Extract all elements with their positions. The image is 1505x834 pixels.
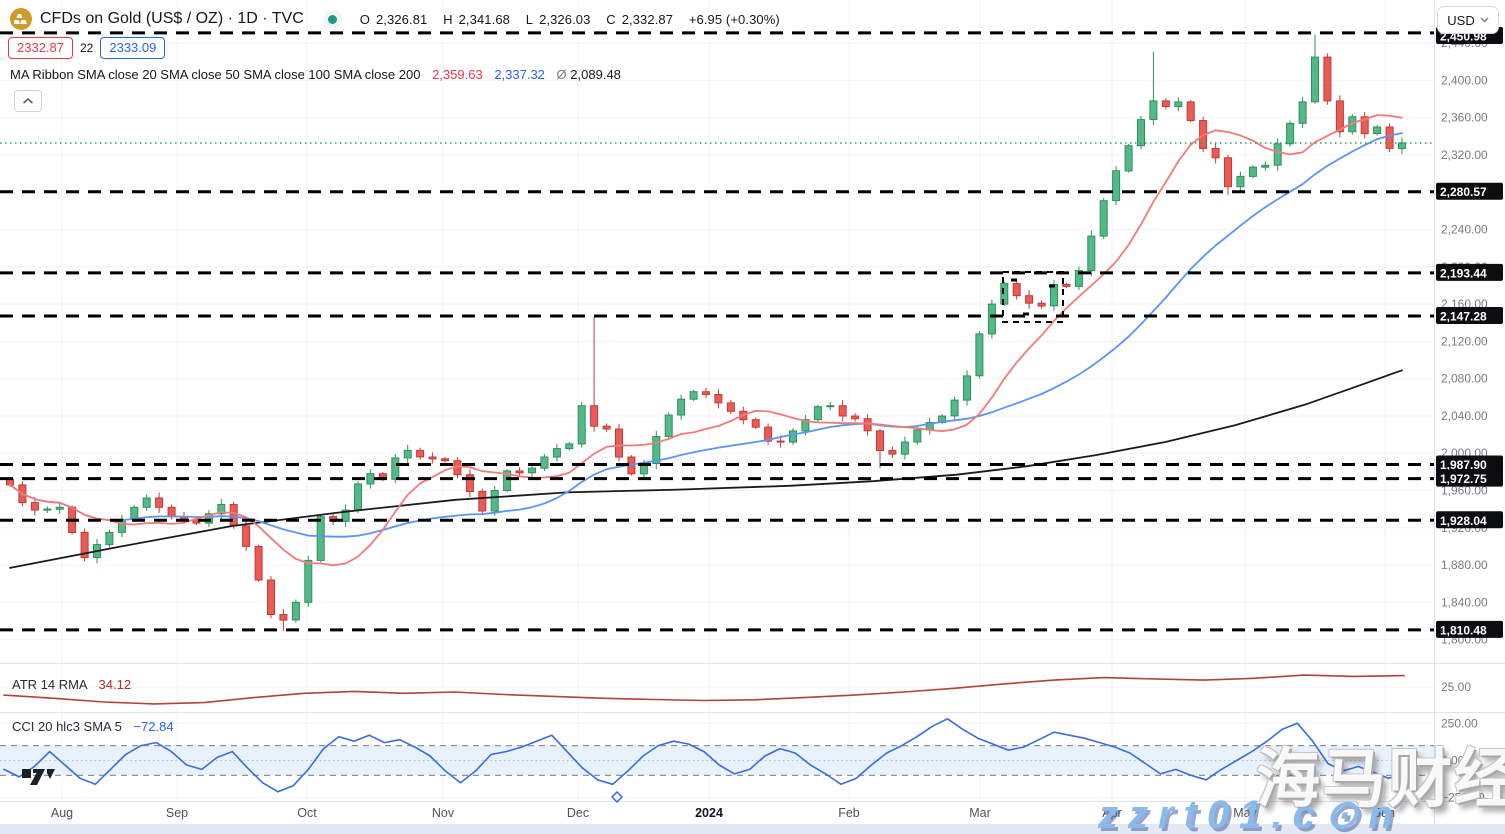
watermark-site: zzrt01.c⊙n	[1098, 792, 1403, 834]
svg-text:Mar: Mar	[969, 806, 991, 820]
svg-text:2,280.57: 2,280.57	[1440, 185, 1487, 199]
ma-ribbon-label: MA Ribbon SMA close 20 SMA close 50 SMA …	[10, 67, 421, 82]
bar-countdown: 22	[80, 41, 94, 55]
atr-legend[interactable]: ATR 14 RMA 34.12	[12, 677, 131, 692]
svg-text:250.00: 250.00	[1441, 716, 1478, 730]
svg-text:2,080.00: 2,080.00	[1441, 372, 1488, 386]
svg-text:2,193.44: 2,193.44	[1440, 266, 1487, 280]
gridlines	[0, 0, 1434, 801]
atr-label-text: ATR 14 RMA	[12, 677, 87, 692]
svg-text:2,147.28: 2,147.28	[1440, 310, 1487, 324]
chevron-down-icon	[1480, 17, 1489, 23]
svg-text:2,320.00: 2,320.00	[1441, 148, 1488, 162]
ma50-value: 2,337.32	[494, 67, 545, 82]
svg-text:−250.00: −250.00	[1441, 791, 1485, 805]
svg-text:25.00: 25.00	[1441, 680, 1471, 694]
low-value: L 2,326.03	[525, 11, 591, 27]
gear-icon: ⊙	[1324, 793, 1369, 834]
svg-text:1,810.48: 1,810.48	[1440, 623, 1487, 637]
cci-legend[interactable]: CCI 20 hlc3 SMA 5 −72.84	[12, 719, 174, 734]
svg-text:Oct: Oct	[297, 806, 317, 820]
price-flag-red[interactable]: 2332.87	[8, 37, 73, 59]
close-value: C 2,332.87	[606, 11, 674, 27]
market-open-dot-icon	[328, 14, 338, 24]
svg-text:2,400.00: 2,400.00	[1441, 73, 1488, 87]
svg-text:1,960.00: 1,960.00	[1441, 484, 1488, 498]
change-value: +6.95 (+0.30%)	[688, 11, 780, 27]
chart-legend: CFDs on Gold (US$ / OZ) · 1D · TVC O 2,32…	[10, 8, 786, 30]
level-lines[interactable]	[0, 31, 1434, 632]
price-flag-blue[interactable]: 2333.09	[100, 37, 166, 59]
svg-text:Nov: Nov	[432, 806, 455, 820]
svg-text:2,040.00: 2,040.00	[1441, 409, 1488, 423]
svg-text:2,240.00: 2,240.00	[1441, 223, 1488, 237]
atr-value: 34.12	[98, 677, 132, 692]
price-axis[interactable]: 2,440.002,400.002,360.002,320.002,240.00…	[1436, 27, 1503, 805]
high-value: H 2,341.68	[443, 11, 510, 27]
svg-text:2,360.00: 2,360.00	[1441, 111, 1488, 125]
currency-label: USD	[1447, 12, 1475, 28]
cci-pane	[0, 717, 1434, 793]
collapse-legend-button[interactable]	[14, 90, 42, 112]
ma20-value: 2,359.63	[432, 67, 483, 82]
atr-pane	[3, 674, 1405, 705]
svg-text:1,972.75: 1,972.75	[1440, 472, 1487, 486]
gold-symbol-icon	[10, 8, 32, 30]
svg-text:May: May	[1233, 806, 1257, 820]
sma200-line	[9, 369, 1403, 569]
ohlc-readout: O 2,326.81 H 2,341.68 L 2,326.03 C 2,332.87 …	[360, 12, 786, 27]
chevron-up-icon	[22, 97, 34, 104]
time-axis[interactable]: Aug Sep Oct Nov Dec 2024 Feb Mar Apr May Jun	[51, 791, 1395, 820]
bottom-strip	[0, 824, 1505, 834]
candlestick-series	[6, 34, 1406, 632]
sma20-line	[9, 114, 1403, 567]
svg-text:Feb: Feb	[838, 806, 860, 820]
svg-text:Aug: Aug	[51, 806, 73, 820]
sma50-line	[9, 132, 1403, 538]
market-status-button[interactable]	[323, 10, 342, 28]
svg-text:1,928.04: 1,928.04	[1440, 514, 1487, 528]
atr-line	[3, 674, 1405, 705]
annotation-box[interactable]	[1002, 271, 1064, 323]
open-value: O 2,326.81	[359, 11, 428, 27]
cci-value: −72.84	[133, 719, 174, 734]
tradingview-logo[interactable]	[22, 766, 60, 793]
svg-text:Dec: Dec	[567, 806, 589, 820]
svg-text:0.00: 0.00	[1441, 754, 1465, 768]
svg-text:Apr: Apr	[1102, 806, 1121, 820]
svg-text:Sep: Sep	[166, 806, 188, 820]
svg-text:2024: 2024	[695, 806, 723, 820]
svg-text:1,987.90: 1,987.90	[1440, 458, 1487, 472]
watermark-chinese: 海马财经	[1256, 743, 1505, 815]
symbol-title[interactable]: CFDs on Gold (US$ / OZ) · 1D · TVC	[40, 10, 304, 27]
svg-text:1,880.00: 1,880.00	[1441, 558, 1488, 572]
left-price-flags: 2332.87 22 2333.09	[8, 37, 166, 59]
svg-text:2,120.00: 2,120.00	[1441, 334, 1488, 348]
cci-label-text: CCI 20 hlc3 SMA 5	[12, 719, 122, 734]
ma-lines	[9, 114, 1403, 569]
cci-line	[3, 717, 1405, 793]
event-marker-icon[interactable]	[611, 791, 623, 803]
ma-ribbon-legend[interactable]: MA Ribbon SMA close 20 SMA close 50 SMA …	[10, 67, 621, 82]
currency-dropdown[interactable]: USD	[1437, 6, 1499, 34]
svg-text:Jun: Jun	[1375, 806, 1395, 820]
ma200-average-value: Ø 2,089.48	[556, 67, 621, 82]
svg-text:1,840.00: 1,840.00	[1441, 595, 1488, 609]
